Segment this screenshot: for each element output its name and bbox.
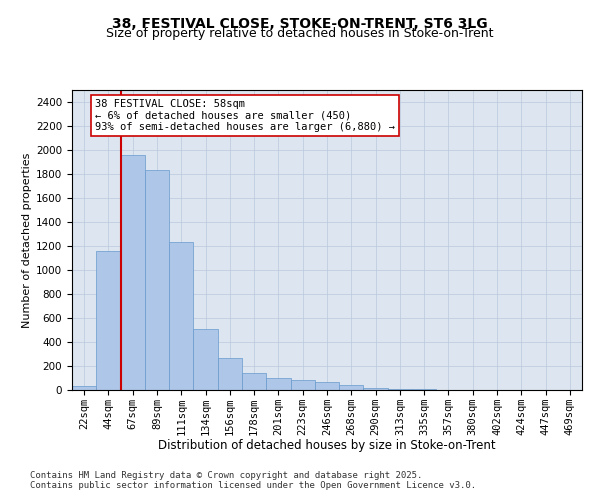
Bar: [266, 378, 290, 390]
X-axis label: Distribution of detached houses by size in Stoke-on-Trent: Distribution of detached houses by size …: [158, 440, 496, 452]
Bar: [364, 388, 388, 390]
Text: Size of property relative to detached houses in Stoke-on-Trent: Size of property relative to detached ho…: [106, 28, 494, 40]
Bar: [145, 170, 169, 390]
Bar: [218, 358, 242, 390]
Bar: [290, 380, 315, 390]
Text: Contains HM Land Registry data © Crown copyright and database right 2025.
Contai: Contains HM Land Registry data © Crown c…: [30, 470, 476, 490]
Bar: [315, 382, 339, 390]
Bar: [72, 386, 96, 390]
Bar: [121, 155, 145, 390]
Bar: [96, 251, 121, 390]
Bar: [169, 242, 193, 390]
Text: 38, FESTIVAL CLOSE, STOKE-ON-TRENT, ST6 3LG: 38, FESTIVAL CLOSE, STOKE-ON-TRENT, ST6 …: [112, 18, 488, 32]
Bar: [242, 373, 266, 390]
Bar: [193, 329, 218, 390]
Text: 38 FESTIVAL CLOSE: 58sqm
← 6% of detached houses are smaller (450)
93% of semi-d: 38 FESTIVAL CLOSE: 58sqm ← 6% of detache…: [95, 99, 395, 132]
Bar: [339, 384, 364, 390]
Bar: [388, 389, 412, 390]
Y-axis label: Number of detached properties: Number of detached properties: [22, 152, 32, 328]
